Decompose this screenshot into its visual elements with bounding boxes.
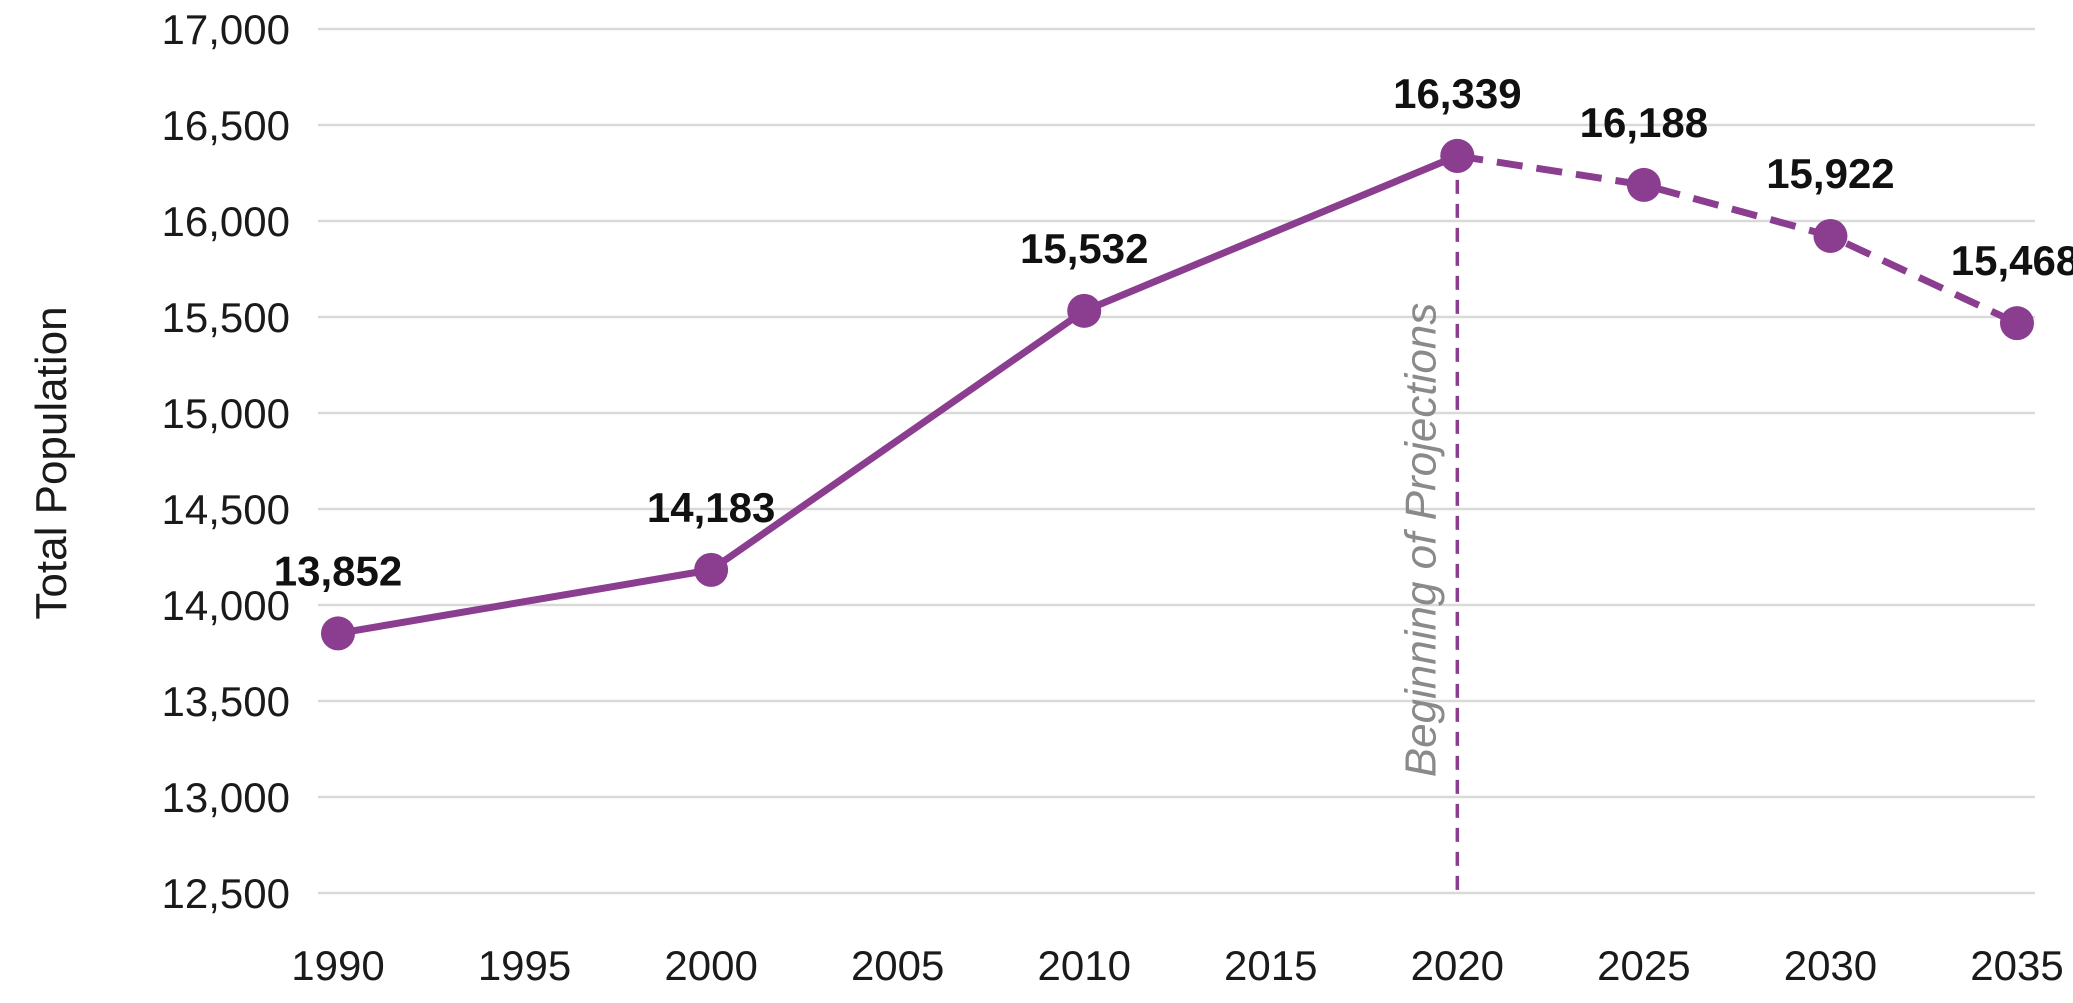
x-tick-label: 2035: [1970, 942, 2063, 989]
projection-annotation: Beginning of Projections: [1396, 155, 1460, 893]
projected-series-line: [1456, 152, 2019, 327]
x-tick-label: 2030: [1784, 942, 1877, 989]
data-label: 16,188: [1580, 99, 1708, 146]
y-tick-label: 15,000: [162, 390, 290, 437]
data-label: 14,183: [647, 484, 775, 531]
projected-point: [1626, 167, 1661, 202]
data-label: 16,339: [1393, 70, 1521, 117]
x-tick-label: 2005: [851, 942, 944, 989]
x-tick-label: 1995: [478, 942, 571, 989]
projection-annotation-text: Beginning of Projections: [1396, 303, 1445, 778]
y-tick-label: 17,000: [162, 6, 290, 53]
y-axis-ticks: 12,500 13,000 13,500 14,000 14,500 15,000 15,5…: [162, 6, 290, 917]
y-tick-label: 13,000: [162, 774, 290, 821]
data-label: 13,852: [274, 547, 402, 594]
data-label: 15,532: [1020, 225, 1148, 272]
x-tick-label: 1990: [291, 942, 384, 989]
x-tick-label: 2010: [1038, 942, 1131, 989]
y-tick-label: 12,500: [162, 870, 290, 917]
y-axis-label: Total Population: [27, 306, 76, 619]
y-tick-label: 16,500: [162, 102, 290, 149]
data-labels: 13,852 14,183 15,532 16,339 16,188 15,922 15,4…: [274, 70, 2073, 595]
x-tick-label: 2025: [1597, 942, 1690, 989]
x-tick-label: 2015: [1224, 942, 1317, 989]
x-axis-ticks: 1990 1995 2000 2005 2010 2015 2020 2025 2030 2035: [291, 942, 2063, 989]
data-label: 15,468: [1951, 237, 2073, 284]
data-label: 15,922: [1766, 150, 1894, 197]
projected-point: [1813, 218, 1848, 253]
gridlines: [318, 27, 2035, 895]
projected-point: [2000, 306, 2034, 341]
historical-point: [1067, 293, 1102, 328]
historical-series-line: [337, 152, 1459, 637]
x-tick-label: 2000: [664, 942, 757, 989]
historical-point: [694, 552, 729, 587]
series-group: [321, 138, 2034, 651]
x-tick-label: 2020: [1411, 942, 1504, 989]
historical-point: [321, 616, 355, 651]
y-tick-label: 14,500: [162, 486, 290, 533]
projected-point: [1440, 138, 1475, 173]
y-tick-label: 15,500: [162, 294, 290, 341]
y-tick-label: 14,000: [162, 582, 290, 629]
y-tick-label: 16,000: [162, 198, 290, 245]
y-tick-label: 13,500: [162, 678, 290, 725]
